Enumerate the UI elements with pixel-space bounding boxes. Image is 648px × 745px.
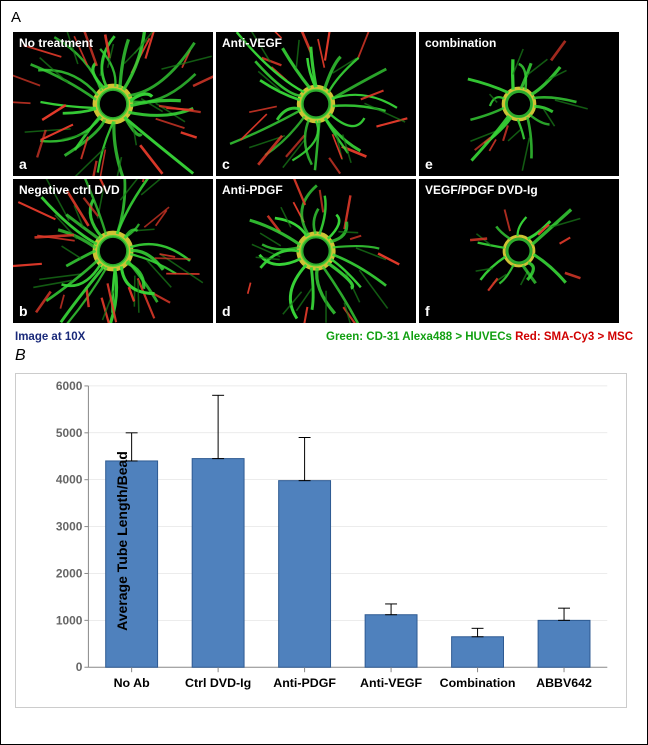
bar (192, 459, 244, 668)
micrograph-title: No treatment (19, 36, 93, 50)
micrograph-title: Negative ctrl DVD (19, 183, 120, 197)
panel-a-label: A (11, 9, 637, 26)
x-label: Ctrl DVD-Ig (185, 676, 251, 690)
micrograph: combination e (419, 32, 619, 176)
micrograph-title: VEGF/PDGF DVD-Ig (425, 183, 538, 197)
micrograph-title: Anti-PDGF (222, 183, 283, 197)
x-label: Combination (440, 676, 516, 690)
bar (538, 620, 590, 667)
svg-text:5000: 5000 (56, 426, 83, 440)
svg-text:3000: 3000 (56, 520, 83, 534)
caption-stains: Green: CD-31 Alexa488 > HUVECs Red: SMA-… (326, 331, 633, 343)
svg-text:1000: 1000 (56, 613, 83, 627)
micrograph-title: Anti-VEGF (222, 36, 282, 50)
micrograph: Negative ctrl DVD b (13, 179, 213, 323)
panel-a: A No treatment a Anti-VEGF c combination… (1, 1, 647, 347)
micrograph-letter: a (19, 156, 27, 172)
micrograph-letter: e (425, 156, 433, 172)
micrograph-letter: f (425, 303, 430, 319)
caption-green: Green: CD-31 Alexa488 > HUVECs (326, 331, 512, 343)
x-label: ABBV642 (536, 676, 592, 690)
micrograph: VEGF/PDGF DVD-Ig f (419, 179, 619, 323)
micrograph-title: combination (425, 36, 496, 50)
chart-svg: 0 1000 2000 3000 4000 5000 6000 No Ab Ctrl DVD-I… (16, 374, 626, 707)
micrograph-grid: No treatment a Anti-VEGF c combination e… (11, 30, 637, 325)
svg-text:0: 0 (76, 660, 83, 674)
panel-a-caption: Image at 10X Green: CD-31 Alexa488 > HUV… (11, 331, 637, 343)
bar (452, 637, 504, 667)
micrograph-letter: d (222, 303, 231, 319)
micrograph-letter: b (19, 303, 28, 319)
micrograph: Anti-PDGF d (216, 179, 416, 323)
micrograph: Anti-VEGF c (216, 32, 416, 176)
bar (279, 481, 331, 668)
panel-b-label: B (1, 347, 647, 365)
caption-magnification: Image at 10X (15, 331, 85, 343)
caption-red: Red: SMA-Cy3 > MSC (512, 331, 633, 343)
x-label: Anti-PDGF (273, 676, 336, 690)
svg-text:6000: 6000 (56, 379, 83, 393)
panel-b: Average Tube Length/Bead 0 1000 2000 3000 40… (1, 369, 647, 718)
bar (365, 615, 417, 668)
x-label: Anti-VEGF (360, 676, 422, 690)
bar-chart: Average Tube Length/Bead 0 1000 2000 3000 40… (15, 373, 627, 708)
micrograph-letter: c (222, 156, 230, 172)
x-label: No Ab (114, 676, 150, 690)
y-axis-label: Average Tube Length/Bead (114, 451, 130, 631)
micrograph: No treatment a (13, 32, 213, 176)
svg-text:2000: 2000 (56, 566, 83, 580)
svg-text:4000: 4000 (56, 473, 83, 487)
